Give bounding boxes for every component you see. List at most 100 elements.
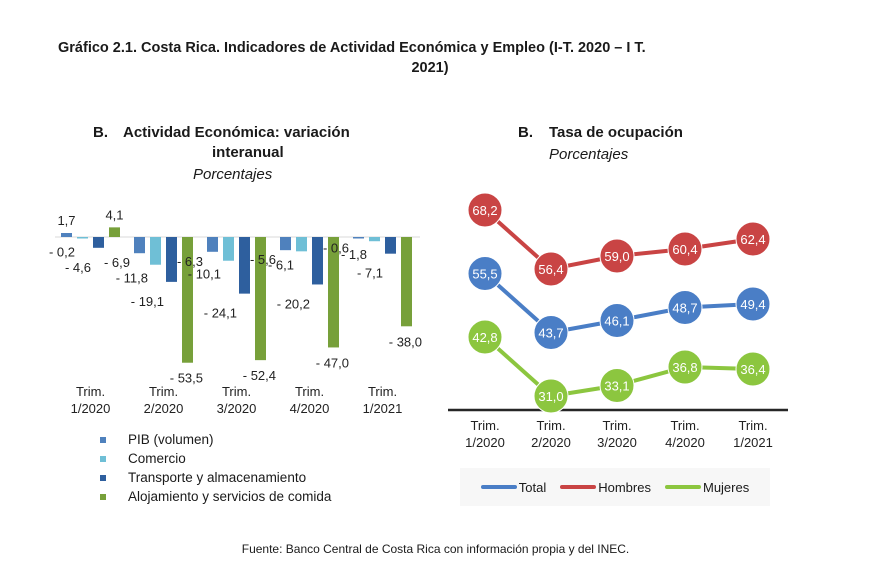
legend-label-mujeres: Mujeres <box>702 479 750 495</box>
bar-data-label: - 6,3 <box>177 254 203 269</box>
bar-legend: PIB (volumen) Comercio Transporte y alma… <box>100 430 331 506</box>
bar-1-4 <box>369 237 380 242</box>
bar-0-2 <box>207 237 218 252</box>
line-panel-title: Tasa de ocupación <box>549 124 683 141</box>
point-marker-hombres <box>599 238 635 274</box>
point-marker-total <box>667 290 703 325</box>
bar-2-0 <box>93 237 104 248</box>
bar-category-label: Trim. <box>222 384 251 399</box>
bar-category-label: 1/2020 <box>71 401 111 416</box>
line-legend: Total Hombres Mujeres <box>460 468 770 506</box>
bar-3-0 <box>109 227 120 237</box>
bar-data-label: - 20,2 <box>277 296 310 311</box>
point-data-label: 59,0 <box>604 249 629 264</box>
bar-data-label: - 0,2 <box>49 245 75 260</box>
legend-label-comercio: Comercio <box>128 451 186 466</box>
point-data-label: 36,8 <box>672 360 697 375</box>
bar-2-4 <box>385 237 396 254</box>
bar-category-label: Trim. <box>368 384 397 399</box>
point-data-label: 31,0 <box>538 389 563 404</box>
bar-category-label: 4/2020 <box>290 401 330 416</box>
bar-data-label: - 0,6 <box>323 241 349 256</box>
line-category-label: 1/2021 <box>733 435 773 450</box>
bar-category-label: 1/2021 <box>363 401 403 416</box>
bar-0-1 <box>134 237 145 254</box>
line-category-label: Trim. <box>670 418 699 433</box>
legend-line-hombres <box>560 485 597 489</box>
figure-title-line2: 2021) <box>411 60 449 76</box>
line-category-label: Trim. <box>738 418 767 433</box>
bar-data-label: - 38,0 <box>389 334 422 349</box>
legend-label-hombres: Hombres <box>598 479 651 495</box>
legend-label-transporte: Transporte y almacenamiento <box>128 470 307 485</box>
point-data-label: 36,4 <box>740 362 765 377</box>
bar-data-label: - 10,1 <box>188 267 221 282</box>
bar-panel-subtitle: Porcentajes <box>193 166 273 183</box>
legend-item-alojamiento: Alojamiento y servicios de comida <box>100 487 331 506</box>
legend-line-mujeres <box>664 485 701 489</box>
source-note: Fuente: Banco Central de Costa Rica con … <box>241 542 630 556</box>
bar-category-label: 2/2020 <box>144 401 184 416</box>
legend-item-pib: PIB (volumen) <box>100 430 331 449</box>
bar-data-label: 4,1 <box>105 207 123 222</box>
point-marker-total <box>735 286 771 322</box>
point-data-label: 60,4 <box>672 242 697 257</box>
point-marker-hombres <box>533 251 569 287</box>
line-category-label: 2/2020 <box>531 435 571 450</box>
bar-data-label: - 19,1 <box>131 294 164 309</box>
legend-swatch-comercio <box>100 455 106 462</box>
line-category-label: Trim. <box>602 418 631 433</box>
legend-label-total: Total <box>518 479 547 495</box>
bar-1-0 <box>77 237 88 239</box>
bar-0-3 <box>280 237 291 251</box>
bar-data-label: - 52,4 <box>243 368 276 383</box>
bar-2-1 <box>166 237 177 282</box>
bar-3-1 <box>182 237 193 363</box>
point-marker-hombres <box>735 221 771 257</box>
legend-item-comercio: Comercio <box>100 449 331 468</box>
bar-2-3 <box>312 237 323 285</box>
point-data-label: 33,1 <box>604 379 629 394</box>
bar-3-2 <box>255 237 266 361</box>
legend-swatch-transporte <box>100 474 106 481</box>
point-data-label: 49,4 <box>740 297 765 312</box>
point-data-label: 42,8 <box>472 330 497 345</box>
line-category-label: Trim. <box>536 418 565 433</box>
bar-data-label: - 6,9 <box>104 255 130 270</box>
point-marker-total <box>533 315 569 350</box>
point-data-label: 46,1 <box>604 314 629 329</box>
bar-panel-title-line2: interanual <box>212 144 284 161</box>
bar-data-label: - 7,1 <box>357 266 383 281</box>
line-category-label: 1/2020 <box>465 435 505 450</box>
point-data-label: 56,4 <box>538 262 563 277</box>
legend-item-mujeres: Mujeres <box>664 479 750 495</box>
point-marker-mujeres <box>735 351 771 387</box>
bar-panel-title-line1: Actividad Económica: variación <box>123 124 350 141</box>
point-marker-mujeres <box>467 319 503 355</box>
bar-0-4 <box>353 237 364 239</box>
bar-category-label: Trim. <box>76 384 105 399</box>
point-marker-mujeres <box>533 378 569 414</box>
bar-1-2 <box>223 237 234 261</box>
bar-data-label: - 53,5 <box>170 371 203 386</box>
figure-title-line1: Gráfico 2.1. Costa Rica. Indicadores de … <box>58 40 646 56</box>
bar-3-3 <box>328 237 339 348</box>
bar-data-label: 1,7 <box>57 213 75 228</box>
point-marker-total <box>467 256 503 291</box>
point-marker-total <box>599 303 635 338</box>
legend-line-total <box>480 485 517 489</box>
bar-1-3 <box>296 237 307 252</box>
bar-data-label: - 47,0 <box>316 355 349 370</box>
bar-data-label: - 4,6 <box>65 260 91 275</box>
bar-category-label: Trim. <box>149 384 178 399</box>
legend-swatch-pib <box>100 436 106 443</box>
bar-1-1 <box>150 237 161 265</box>
point-marker-mujeres <box>667 349 703 385</box>
legend-label-alojamiento: Alojamiento y servicios de comida <box>128 489 332 504</box>
line-panel-subtitle: Porcentajes <box>549 146 629 163</box>
bar-category-label: Trim. <box>295 384 324 399</box>
point-marker-hombres <box>667 231 703 267</box>
bar-2-2 <box>239 237 250 294</box>
line-category-label: 4/2020 <box>665 435 705 450</box>
